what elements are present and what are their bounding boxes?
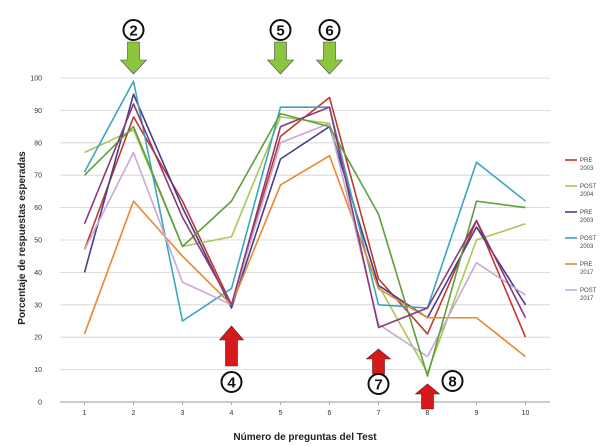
legend-label: PRE: [580, 158, 592, 164]
arrow-up-icon: [218, 325, 245, 367]
x-tick-label: 10: [522, 410, 530, 417]
x-tick-label: 2: [132, 410, 136, 417]
annotation-number: 6: [325, 23, 333, 40]
annotation-circle: [367, 373, 390, 395]
series-line-8: [83, 103, 527, 329]
series-line-4: [83, 80, 526, 322]
y-tick-label: 40: [34, 270, 42, 277]
annotation-circle: [318, 19, 341, 41]
x-tick-label: 1: [83, 410, 87, 417]
annotation-number: 2: [129, 23, 137, 40]
legend-label-year: 2003: [580, 218, 594, 224]
annotation-circle: [220, 371, 243, 393]
axis-layer: 0 10 20 30 40 50 60 70 80 90 100 1 2 3 4 5 6 7 8 9 10: [30, 76, 550, 417]
x-tick-label: 5: [279, 410, 283, 417]
x-tick-label: 9: [475, 410, 479, 417]
annotation-number: 7: [374, 377, 382, 394]
legend-label: PRE: [580, 262, 592, 268]
y-tick-label: 30: [34, 302, 42, 309]
y-tick-label: 0: [38, 400, 42, 407]
y-tick-label: 10: [34, 367, 42, 374]
arrow-down-icon: [266, 41, 295, 75]
y-tick-label: 100: [30, 76, 42, 83]
legend-label: POST: [580, 184, 597, 190]
annotation-number: 4: [227, 375, 236, 392]
marker-layer: 2 5 6 4 7 8: [119, 19, 464, 410]
y-tick-label: 80: [34, 140, 42, 147]
series-line-7: [83, 112, 526, 377]
y-tick-label: 50: [34, 238, 42, 245]
series-layer: [83, 80, 527, 377]
y-tick-label: 60: [34, 205, 42, 212]
legend-label-year: 2003: [580, 166, 594, 172]
x-tick-label: 6: [328, 410, 332, 417]
series-line-3: [83, 93, 527, 319]
annotation-number: 5: [276, 23, 284, 40]
legend-label: POST: [580, 236, 597, 242]
x-tick-label: 8: [426, 410, 430, 417]
y-axis-title: Porcentaje de respuestas esperadas: [17, 151, 28, 325]
y-tick-label: 70: [34, 173, 42, 180]
x-tick-label: 4: [230, 410, 234, 417]
annotation-circle: [441, 370, 464, 392]
legend-label-year: 2017: [580, 296, 594, 302]
legend-label: POST: [580, 288, 597, 294]
y-tick-label: 20: [34, 335, 42, 342]
annotation-circle: [269, 19, 292, 41]
series-line-5: [83, 154, 526, 358]
legend-label: PRE: [580, 210, 592, 216]
y-tick-label: 90: [34, 108, 42, 115]
arrow-down-icon: [119, 41, 148, 75]
legend-label-year: 2003: [580, 244, 594, 250]
legend-label-year: 2017: [580, 270, 594, 276]
arrow-down-icon: [315, 41, 344, 75]
annotation-circle: [122, 19, 145, 41]
legend-layer: PRE 2003 POST 2004 PRE 2003 POST 2003 PRE 2017 POS…: [565, 158, 597, 302]
legend-label-year: 2004: [580, 192, 594, 198]
x-tick-label: 3: [181, 410, 185, 417]
annotation-number: 8: [448, 374, 456, 391]
series-line-6: [83, 122, 526, 358]
arrow-up-icon: [414, 383, 441, 410]
x-axis-title: Número de preguntas del Test: [233, 432, 377, 443]
x-tick-label: 7: [377, 410, 381, 417]
